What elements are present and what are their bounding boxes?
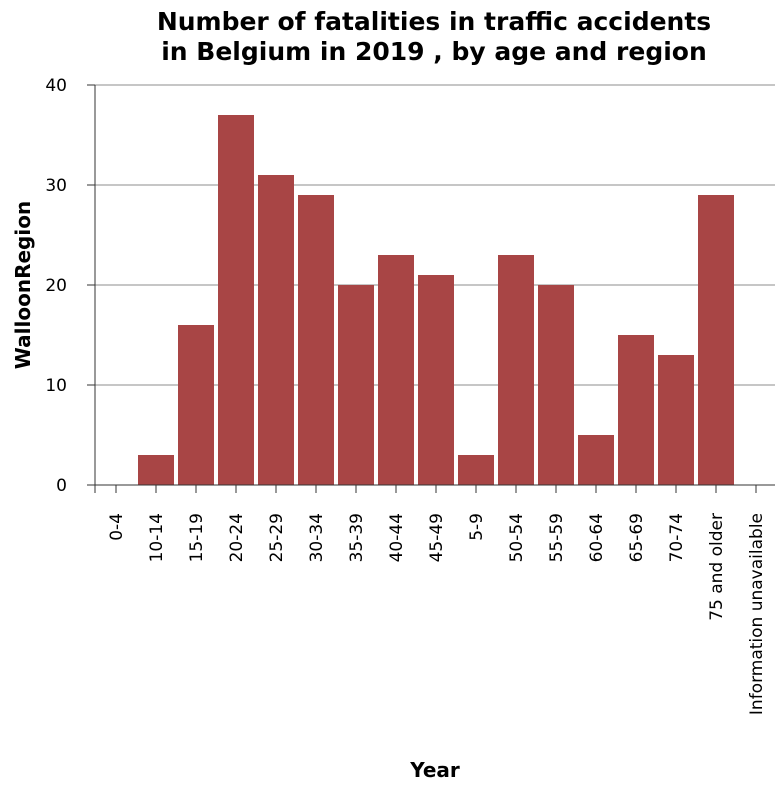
x-tick-label-0: 0-4 bbox=[107, 513, 127, 541]
y-tick-label-0: 0 bbox=[56, 476, 67, 496]
chart-title-line-2: in Belgium in 2019 , by age and region bbox=[161, 37, 707, 66]
bar-14 bbox=[658, 355, 694, 485]
bar-9 bbox=[458, 455, 494, 485]
x-tick-label-6: 35-39 bbox=[347, 513, 367, 562]
chart-title-line-1: Number of fatalities in traffic accident… bbox=[157, 7, 711, 36]
bar-6 bbox=[338, 285, 374, 485]
bar-10 bbox=[498, 255, 534, 485]
x-tick-label-2: 15-19 bbox=[187, 513, 207, 562]
bar-11 bbox=[538, 285, 574, 485]
x-tick-label-7: 40-44 bbox=[387, 513, 407, 562]
bars bbox=[138, 115, 734, 485]
y-tick-labels: 0 10 20 30 40 bbox=[45, 76, 67, 496]
bar-3 bbox=[218, 115, 254, 485]
bar-13 bbox=[618, 335, 654, 485]
y-axis-label: WalloonRegion bbox=[11, 201, 35, 369]
y-tick-label-40: 40 bbox=[45, 76, 67, 96]
x-tick-label-13: 65-69 bbox=[627, 513, 647, 562]
y-tick-label-30: 30 bbox=[45, 176, 67, 196]
x-tick-label-1: 10-14 bbox=[147, 513, 167, 562]
x-tick-label-14: 70-74 bbox=[667, 513, 687, 562]
axes bbox=[87, 84, 775, 493]
x-tick-label-15: 75 and older bbox=[707, 513, 727, 621]
bar-15 bbox=[698, 195, 734, 485]
x-tick-label-4: 25-29 bbox=[267, 513, 287, 562]
bar-8 bbox=[418, 275, 454, 485]
bar-5 bbox=[298, 195, 334, 485]
bar-2 bbox=[178, 325, 214, 485]
x-tick-label-10: 50-54 bbox=[507, 513, 527, 562]
bar-4 bbox=[258, 175, 294, 485]
x-tick-label-16: Information unavailable bbox=[747, 513, 767, 715]
y-tick-label-20: 20 bbox=[45, 276, 67, 296]
x-tick-labels: 0-4 10-14 15-19 20-24 25-29 30-34 35-39 40-44 45… bbox=[107, 513, 767, 715]
x-axis-label: Year bbox=[409, 758, 460, 782]
x-tick-label-3: 20-24 bbox=[227, 513, 247, 562]
bar-1 bbox=[138, 455, 174, 485]
x-tick-label-12: 60-64 bbox=[587, 513, 607, 562]
x-tick-label-5: 30-34 bbox=[307, 513, 327, 562]
x-tick-label-9: 5-9 bbox=[467, 513, 487, 541]
bar-7 bbox=[378, 255, 414, 485]
bar-12 bbox=[578, 435, 614, 485]
y-tick-label-10: 10 bbox=[45, 376, 67, 396]
x-tick-label-8: 45-49 bbox=[427, 513, 447, 562]
x-tick-label-11: 55-59 bbox=[547, 513, 567, 562]
